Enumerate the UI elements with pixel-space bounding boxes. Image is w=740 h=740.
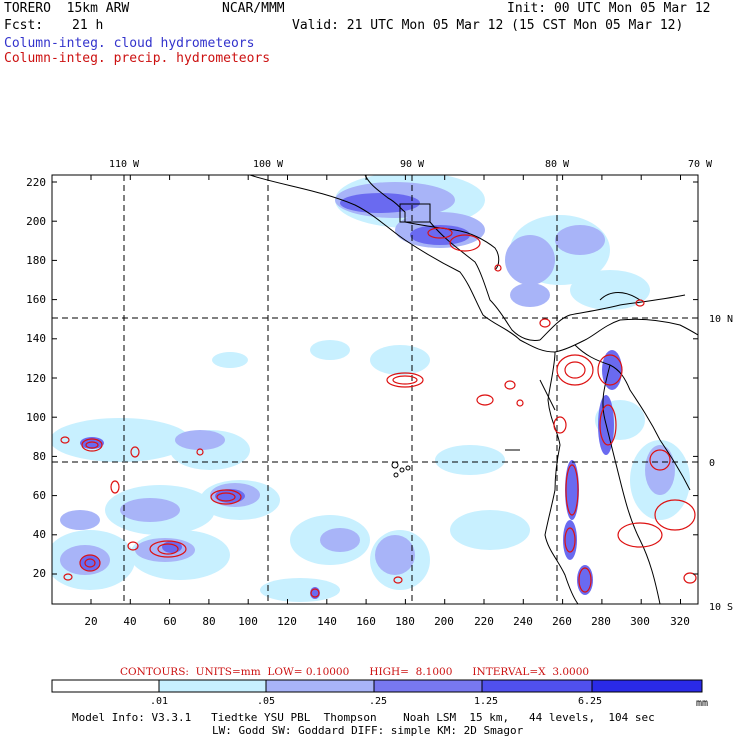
x-tick-marks xyxy=(90,175,681,604)
model-info-line2: LW: Godd SW: Goddard DIFF: simple KM: 2D… xyxy=(212,724,524,737)
colorbar-segment xyxy=(592,680,702,692)
x-tick-label: 120 xyxy=(277,615,297,628)
x-tick-label: 140 xyxy=(317,615,337,628)
y-tick-label: 80 xyxy=(33,450,46,463)
x-tick-label: 180 xyxy=(395,615,415,628)
y-tick-label: 60 xyxy=(33,489,46,502)
lon-label: 100 W xyxy=(253,159,284,170)
model-title: TORERO 15km ARW xyxy=(4,1,130,16)
y-tick-label: 200 xyxy=(26,215,46,228)
lat-label: 0 xyxy=(709,458,715,469)
y-tick-label: 160 xyxy=(26,293,46,306)
x-tick-label: 20 xyxy=(84,615,97,628)
org-label: NCAR/MMM xyxy=(222,1,285,16)
colorbar-label: 1.25 xyxy=(474,696,498,707)
y-tick-label: 180 xyxy=(26,254,46,267)
coastlines xyxy=(249,175,698,604)
x-tick-label: 240 xyxy=(513,615,533,628)
contour-info: CONTOURS: UNITS=mm LOW= 0.10000 HIGH= 8.… xyxy=(120,666,590,678)
y-tick-label: 40 xyxy=(33,528,46,541)
y-tick-label: 20 xyxy=(33,567,46,580)
y-tick-label: 100 xyxy=(26,411,46,424)
lon-label: 70 W xyxy=(688,159,713,170)
forecast-label: Fcst: xyxy=(4,18,44,33)
init-time: Init: 00 UTC Mon 05 Mar 12 xyxy=(507,1,711,16)
y-tick-label: 140 xyxy=(26,332,46,345)
colorbar-segment xyxy=(159,680,266,692)
lon-label: 80 W xyxy=(545,159,570,170)
lat-label: 10 S xyxy=(709,602,733,613)
x-tick-label: 260 xyxy=(552,615,572,628)
legend-precip: Column-integ. precip. hydrometeors xyxy=(4,51,271,66)
colorbar-label: 6.25 xyxy=(578,696,602,707)
colorbar-label: .01 xyxy=(150,696,168,707)
colorbar-segment xyxy=(52,680,159,692)
x-tick-label: 100 xyxy=(238,615,258,628)
graticule xyxy=(52,175,698,604)
lon-label: 110 W xyxy=(109,159,140,170)
precip-contours xyxy=(60,227,697,598)
x-tick-label: 300 xyxy=(630,615,650,628)
map-plot-area xyxy=(52,175,698,604)
colorbar-unit: mm xyxy=(696,698,708,709)
x-tick-label: 80 xyxy=(202,615,215,628)
lat-label: 10 N xyxy=(709,314,733,325)
valid-time: Valid: 21 UTC Mon 05 Mar 12 (15 CST Mon … xyxy=(292,18,684,33)
plot-frame xyxy=(51,174,699,605)
colorbar-segment xyxy=(482,680,592,692)
x-tick-label: 60 xyxy=(163,615,176,628)
y-tick-marks xyxy=(52,181,698,575)
x-tick-label: 40 xyxy=(123,615,136,628)
x-tick-label: 320 xyxy=(670,615,690,628)
colorbar-segment xyxy=(374,680,482,692)
colorbar-frame xyxy=(51,679,703,693)
x-tick-label: 280 xyxy=(591,615,611,628)
forecast-hour: 21 h xyxy=(72,18,104,33)
cloud-mid-areas xyxy=(60,182,675,575)
x-tick-label: 200 xyxy=(434,615,454,628)
lon-label: 90 W xyxy=(400,159,425,170)
y-tick-label: 220 xyxy=(26,176,46,189)
colorbar: .01 .05 .25 1.25 6.25 mm xyxy=(51,679,708,709)
x-tick-label: 160 xyxy=(356,615,376,628)
model-info-line1: Model Info: V3.3.1 Tiedtke YSU PBL Thomp… xyxy=(72,711,655,724)
colorbar-segment xyxy=(266,680,374,692)
x-tick-label: 220 xyxy=(474,615,494,628)
galapagos-islands xyxy=(391,461,411,478)
colorbar-label: .25 xyxy=(369,696,387,707)
y-tick-label: 120 xyxy=(26,372,46,385)
colorbar-label: .05 xyxy=(257,696,275,707)
legend-cloud: Column-integ. cloud hydrometeors xyxy=(4,36,255,51)
